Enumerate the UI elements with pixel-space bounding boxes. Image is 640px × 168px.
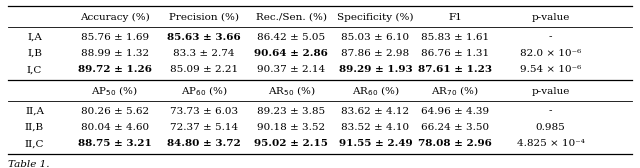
- Text: AP$_{50}$ (%): AP$_{50}$ (%): [92, 85, 138, 98]
- Text: 91.55 ± 2.49: 91.55 ± 2.49: [339, 139, 412, 149]
- Text: I,A: I,A: [27, 33, 42, 41]
- Text: Specificity (%): Specificity (%): [337, 13, 413, 22]
- Text: 83.3 ± 2.74: 83.3 ± 2.74: [173, 49, 235, 58]
- Text: 66.24 ± 3.50: 66.24 ± 3.50: [421, 123, 489, 132]
- Text: 85.09 ± 2.21: 85.09 ± 2.21: [170, 65, 238, 74]
- Text: 87.61 ± 1.23: 87.61 ± 1.23: [418, 65, 492, 74]
- Text: 64.96 ± 4.39: 64.96 ± 4.39: [421, 107, 489, 116]
- Text: 73.73 ± 6.03: 73.73 ± 6.03: [170, 107, 238, 116]
- Text: 90.18 ± 3.52: 90.18 ± 3.52: [257, 123, 325, 132]
- Text: 85.03 ± 6.10: 85.03 ± 6.10: [341, 33, 410, 41]
- Text: F1: F1: [448, 13, 462, 22]
- Text: 90.64 ± 2.86: 90.64 ± 2.86: [254, 49, 328, 58]
- Text: 89.72 ± 1.26: 89.72 ± 1.26: [78, 65, 152, 74]
- Text: 89.23 ± 3.85: 89.23 ± 3.85: [257, 107, 325, 116]
- Text: 4.825 × 10⁻⁴: 4.825 × 10⁻⁴: [516, 139, 584, 149]
- Text: Accuracy (%): Accuracy (%): [80, 13, 150, 22]
- Text: AP$_{60}$ (%): AP$_{60}$ (%): [180, 85, 227, 98]
- Text: AR$_{50}$ (%): AR$_{50}$ (%): [268, 85, 315, 98]
- Text: I,C: I,C: [27, 65, 42, 74]
- Text: 89.29 ± 1.93: 89.29 ± 1.93: [339, 65, 412, 74]
- Text: p-value: p-value: [531, 13, 570, 22]
- Text: II,C: II,C: [25, 139, 44, 149]
- Text: 88.75 ± 3.21: 88.75 ± 3.21: [78, 139, 152, 149]
- Text: p-value: p-value: [531, 87, 570, 96]
- Text: -: -: [549, 33, 552, 41]
- Text: 80.26 ± 5.62: 80.26 ± 5.62: [81, 107, 149, 116]
- Text: 0.985: 0.985: [536, 123, 566, 132]
- Text: 83.62 ± 4.12: 83.62 ± 4.12: [341, 107, 410, 116]
- Text: 88.99 ± 1.32: 88.99 ± 1.32: [81, 49, 149, 58]
- Text: 86.42 ± 5.05: 86.42 ± 5.05: [257, 33, 325, 41]
- Text: 83.52 ± 4.10: 83.52 ± 4.10: [341, 123, 410, 132]
- Text: 85.76 ± 1.69: 85.76 ± 1.69: [81, 33, 149, 41]
- Text: -: -: [549, 107, 552, 116]
- Text: 87.86 ± 2.98: 87.86 ± 2.98: [341, 49, 410, 58]
- Text: 9.54 × 10⁻⁶: 9.54 × 10⁻⁶: [520, 65, 581, 74]
- Text: 82.0 × 10⁻⁶: 82.0 × 10⁻⁶: [520, 49, 581, 58]
- Text: 90.37 ± 2.14: 90.37 ± 2.14: [257, 65, 325, 74]
- Text: Precision (%): Precision (%): [169, 13, 239, 22]
- Text: 72.37 ± 5.14: 72.37 ± 5.14: [170, 123, 238, 132]
- Text: 84.80 ± 3.72: 84.80 ± 3.72: [167, 139, 241, 149]
- Text: I,B: I,B: [27, 49, 42, 58]
- Text: Rec./Sen. (%): Rec./Sen. (%): [256, 13, 327, 22]
- Text: 85.63 ± 3.66: 85.63 ± 3.66: [167, 33, 241, 41]
- Text: AR$_{60}$ (%): AR$_{60}$ (%): [351, 85, 399, 98]
- Text: 80.04 ± 4.60: 80.04 ± 4.60: [81, 123, 149, 132]
- Text: 86.76 ± 1.31: 86.76 ± 1.31: [421, 49, 489, 58]
- Text: Table 1.: Table 1.: [8, 159, 49, 168]
- Text: 78.08 ± 2.96: 78.08 ± 2.96: [418, 139, 492, 149]
- Text: AR$_{70}$ (%): AR$_{70}$ (%): [431, 85, 479, 98]
- Text: II,A: II,A: [25, 107, 44, 116]
- Text: II,B: II,B: [25, 123, 44, 132]
- Text: 95.02 ± 2.15: 95.02 ± 2.15: [254, 139, 328, 149]
- Text: 85.83 ± 1.61: 85.83 ± 1.61: [421, 33, 489, 41]
